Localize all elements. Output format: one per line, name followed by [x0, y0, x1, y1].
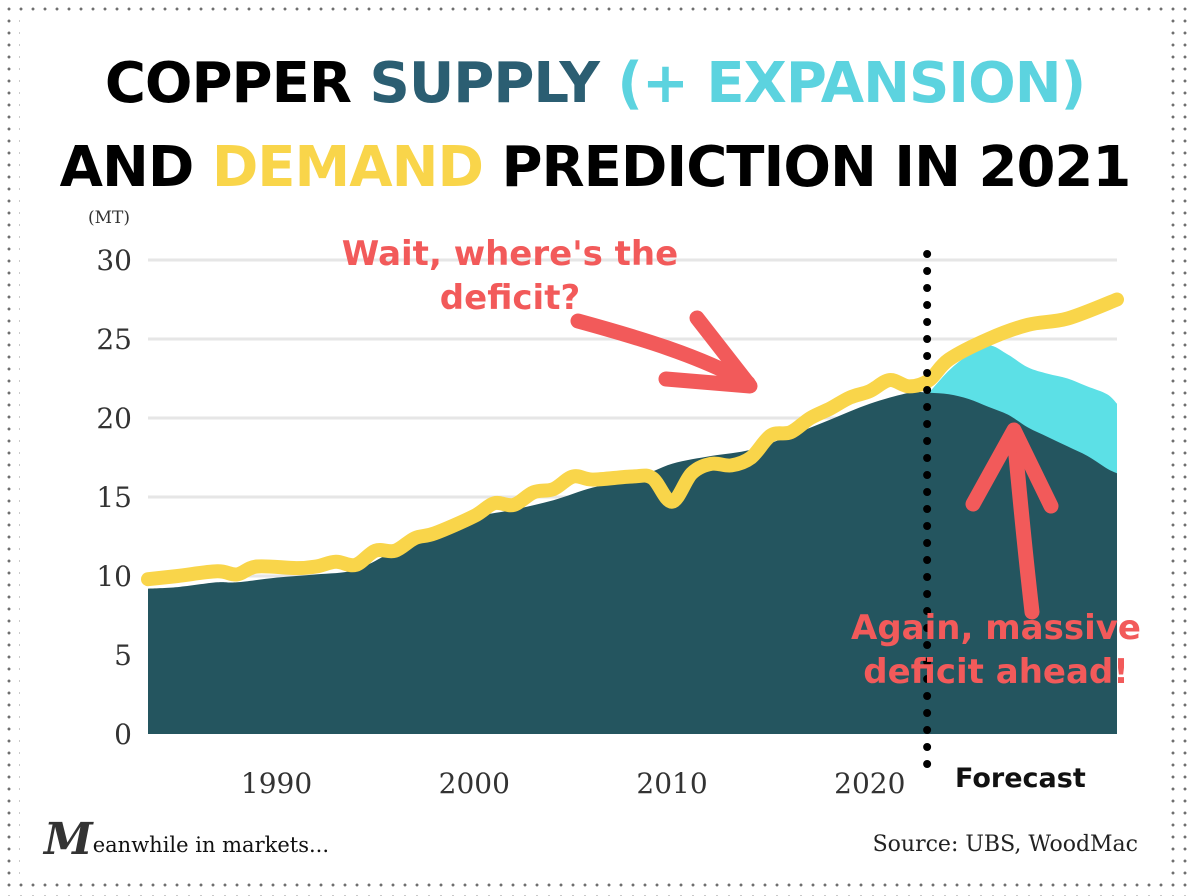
y-axis-unit-label: (MT): [88, 208, 130, 228]
annotation-where-deficit-line-2: deficit?: [439, 278, 581, 318]
title-word-demand: DEMAND: [211, 135, 484, 200]
y-tick-label: 10: [96, 560, 132, 593]
forecast-label: Forecast: [955, 763, 1086, 794]
annotation-where-deficit: Wait, where's the deficit?: [330, 232, 690, 320]
line-layer: [141, 292, 1124, 587]
logo-initial: M: [44, 814, 93, 865]
source-note: Source: UBS, WoodMac: [872, 832, 1138, 857]
arrow-bottom-head: [965, 422, 1059, 514]
arrow-top-head: [658, 310, 758, 394]
y-tick-label: 20: [96, 402, 132, 435]
x-tick-label: 2010: [636, 767, 707, 800]
y-tick-label: 25: [96, 323, 132, 356]
chart-title-line-2: AND DEMAND PREDICTION IN 2021: [0, 136, 1190, 200]
title-word-and: AND: [59, 135, 212, 200]
x-tick-label: 2020: [834, 767, 905, 800]
y-tick-label: 5: [114, 639, 132, 672]
title-word-expansion: (+ EXPANSION): [617, 51, 1086, 116]
title-word-copper: COPPER: [104, 51, 370, 116]
arrow-bottom-shaft: [1006, 426, 1040, 620]
annotation-arrows: [570, 310, 1059, 620]
arrow-top-shaft: [570, 313, 756, 391]
title-word-prediction: PREDICTION IN 2021: [482, 135, 1131, 200]
y-tick-label: 15: [96, 481, 132, 514]
demand-line: [141, 292, 1124, 587]
x-tick-label: 2000: [439, 767, 510, 800]
annotation-deficit-ahead-line-1: Again, massive: [851, 608, 1141, 648]
title-word-supply: SUPPLY: [369, 51, 618, 116]
axis-labels: (MT) Forecast 30 25 20 15 10 5 0 1990 2000 2010 20…: [88, 208, 1086, 800]
y-tick-label: 30: [96, 244, 132, 277]
chart-title-line-1: COPPER SUPPLY (+ EXPANSION): [0, 52, 1190, 116]
annotation-deficit-ahead-line-2: deficit ahead!: [863, 652, 1129, 692]
annotation-deficit-ahead: Again, massive deficit ahead!: [836, 606, 1156, 694]
logo-text: eanwhile in markets...: [92, 833, 330, 857]
supply-area: [148, 391, 1117, 734]
y-tick-label: 0: [114, 718, 132, 751]
annotation-where-deficit-line-1: Wait, where's the: [341, 234, 679, 274]
x-tick-label: 1990: [241, 767, 312, 800]
brand-logo: Meanwhile in markets...: [44, 814, 329, 865]
